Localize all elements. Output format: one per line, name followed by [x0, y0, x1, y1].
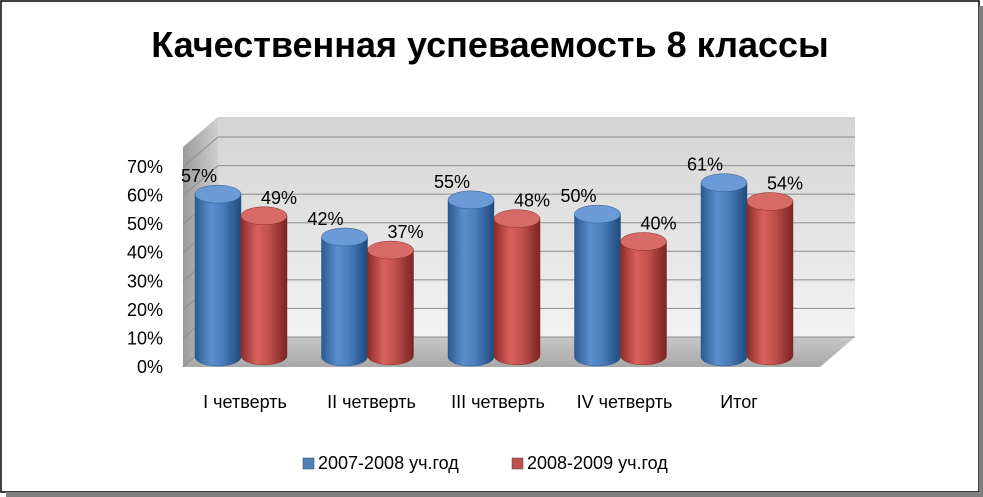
bar-top — [746, 192, 794, 211]
frame-shadow-bottom — [6, 492, 983, 497]
bar-body — [700, 182, 748, 367]
x-tick-label: I четверть — [203, 392, 287, 412]
bar-top — [620, 232, 667, 251]
bar-1-2 — [321, 227, 368, 367]
bar-top — [367, 240, 414, 260]
legend-swatch — [302, 457, 315, 470]
frame-shadow-right — [979, 6, 983, 497]
data-label: 42% — [307, 209, 343, 229]
bar-body — [367, 249, 414, 366]
bar-top — [321, 227, 368, 247]
data-label: 55% — [434, 172, 470, 192]
data-label: 40% — [640, 214, 676, 234]
chart-title: Качественная успеваемость 8 классы — [151, 24, 829, 65]
legend: 2007-2008 уч.год 2008-2009 уч.год — [302, 453, 668, 473]
y-tick-label: 50% — [127, 214, 163, 234]
bar-body — [447, 199, 495, 367]
bar-top — [700, 173, 748, 192]
data-label: 50% — [560, 186, 596, 206]
bar-1-3 — [447, 190, 495, 367]
legend-item-1: 2007-2008 уч.год — [302, 453, 459, 473]
legend-label: 2008-2009 уч.год — [527, 453, 668, 473]
bar-top — [493, 209, 541, 228]
bar-2-4 — [620, 232, 667, 366]
data-label: 54% — [767, 174, 803, 194]
bar-top — [447, 190, 495, 210]
bar-2-3 — [493, 209, 541, 366]
data-label: 37% — [387, 222, 423, 242]
bar-body — [321, 236, 368, 367]
y-tick-label: 0% — [137, 357, 163, 377]
bar-body — [493, 218, 541, 366]
bars — [194, 173, 794, 367]
bar-1-5 — [700, 173, 748, 367]
bar-body — [620, 241, 667, 366]
legend-label: 2007-2008 уч.год — [318, 453, 459, 473]
bar-body — [240, 215, 288, 366]
x-tick-label: II четверть — [327, 392, 416, 412]
bar-1-1 — [194, 184, 242, 367]
y-tick-label: 30% — [127, 271, 163, 291]
bar-2-5 — [746, 192, 794, 366]
data-label: 49% — [261, 188, 297, 208]
bar-top — [194, 184, 242, 204]
bar-top — [574, 204, 621, 224]
y-axis-ticks: 0% 10% 20% 30% 40% 50% 60% 70% — [127, 157, 163, 377]
y-tick-label: 10% — [127, 328, 163, 348]
y-tick-label: 60% — [127, 186, 163, 206]
y-tick-label: 20% — [127, 300, 163, 320]
data-label: 48% — [514, 191, 550, 211]
y-tick-label: 70% — [127, 157, 163, 177]
bar-top — [240, 206, 288, 226]
bar-2-2 — [367, 240, 414, 366]
bar-1-4 — [574, 204, 621, 367]
legend-swatch — [511, 457, 524, 470]
bar-2-1 — [240, 206, 288, 366]
bar-body — [746, 201, 794, 366]
gridline-side — [182, 136, 219, 168]
x-tick-label: Итог — [720, 392, 758, 412]
x-axis-ticks: I четверть II четверть III четверть IV четв… — [203, 392, 758, 412]
x-tick-label: III четверть — [451, 392, 545, 412]
bar-body — [574, 213, 621, 367]
bar-body — [194, 193, 242, 367]
data-labels: 57% 49% 42% 37% 55% 48% 50% 40% 61% 54% — [181, 155, 803, 242]
x-tick-label: IV четверть — [577, 392, 673, 412]
data-label: 57% — [181, 166, 217, 186]
legend-item-2: 2008-2009 уч.год — [511, 453, 668, 473]
y-tick-label: 40% — [127, 243, 163, 263]
data-label: 61% — [687, 155, 723, 175]
gridline-side — [182, 165, 219, 196]
